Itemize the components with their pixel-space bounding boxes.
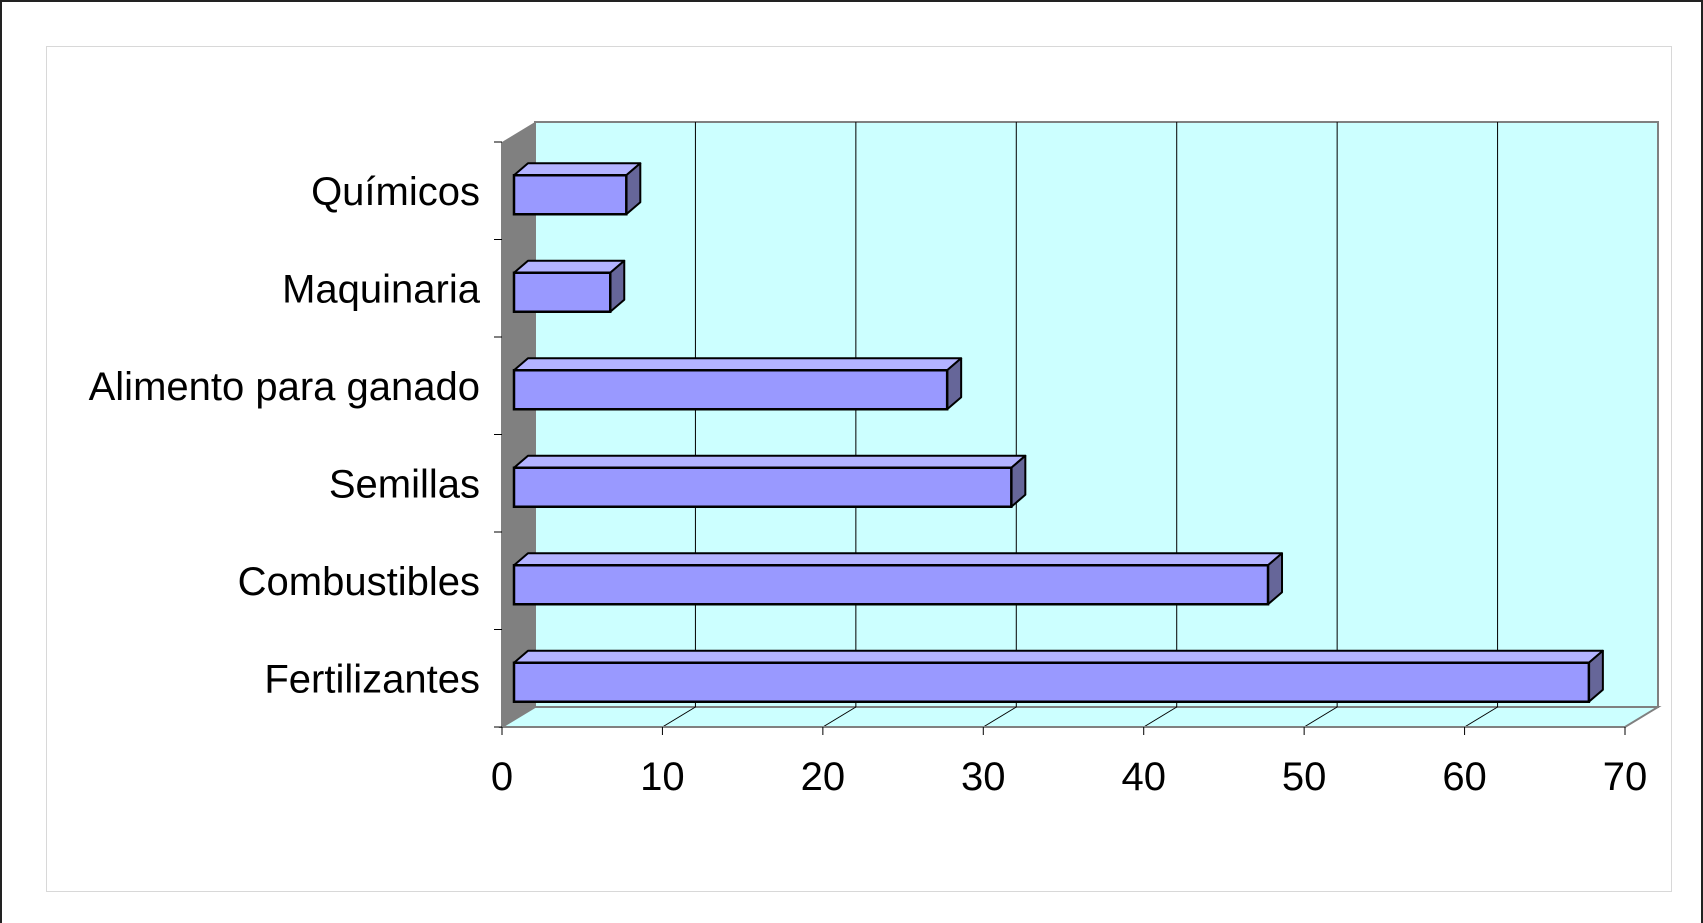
- bar-top-face: [513, 649, 1604, 664]
- x-tick-label: 60: [1442, 755, 1487, 799]
- y-category-label: Maquinaria: [282, 267, 481, 311]
- floor-gridline: [983, 706, 1017, 728]
- y-category-label: Semillas: [329, 462, 480, 506]
- gridlines: [662, 122, 1499, 728]
- bar: [512, 454, 1027, 508]
- x-tick-label: 70: [1603, 755, 1648, 799]
- chart-walls: [498, 121, 1662, 728]
- y-category-label: Fertilizantes: [264, 657, 480, 701]
- bar-front-face: [512, 369, 949, 411]
- x-tick-label: 20: [801, 755, 846, 799]
- bar-front-face: [512, 564, 1270, 606]
- bar-front-face: [512, 174, 628, 216]
- x-tick-label: 50: [1282, 755, 1327, 799]
- floor-gridline: [1303, 706, 1338, 728]
- x-tick-label: 40: [1121, 755, 1166, 799]
- bar: [512, 649, 1604, 703]
- floor-gridline: [1143, 706, 1177, 728]
- floor-gridline: [822, 706, 857, 728]
- back-wall: [534, 121, 1659, 708]
- x-tick-label: 0: [491, 755, 513, 799]
- bar-front-face: [512, 466, 1013, 508]
- axes: [494, 141, 1626, 735]
- bar-top-face: [513, 454, 1027, 469]
- y-category-label: Alimento para ganado: [89, 365, 480, 409]
- bar: [512, 162, 642, 216]
- bar-top-face: [513, 259, 626, 274]
- floor-gridline: [1464, 706, 1498, 728]
- bars: [512, 162, 1604, 703]
- floor-gridline: [662, 706, 696, 728]
- bar-front-face: [512, 271, 612, 313]
- bar-top-face: [513, 357, 963, 372]
- y-category-label: Combustibles: [238, 560, 480, 604]
- bar-top-face: [513, 162, 642, 177]
- x-tick-label: 10: [640, 755, 685, 799]
- bar: [512, 259, 626, 313]
- floor: [498, 706, 1662, 728]
- labels: 0 10 20 30 40 50 60 70 Químicos Maquinaria Aliment…: [89, 170, 1648, 799]
- x-tick-label: 30: [961, 755, 1006, 799]
- y-category-label: Químicos: [311, 170, 480, 214]
- bar: [512, 552, 1284, 606]
- bar: [512, 357, 963, 411]
- bar-top-face: [513, 552, 1284, 567]
- bar-front-face: [512, 661, 1591, 703]
